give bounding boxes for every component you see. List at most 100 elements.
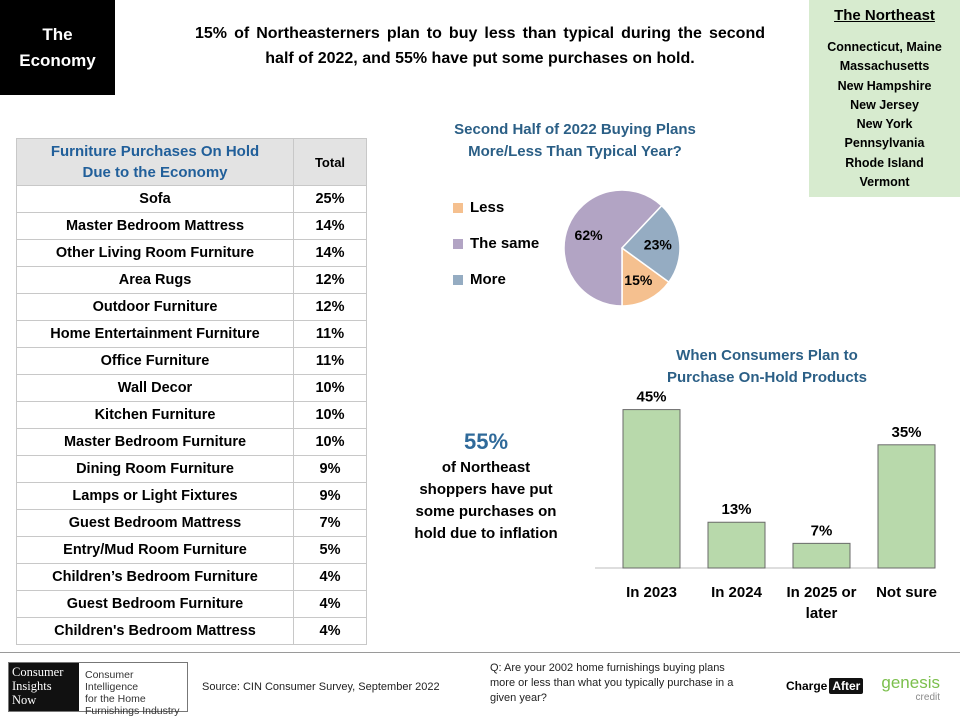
logo-tagline: Consumer Intelligence for the Home Furnish… (79, 663, 187, 717)
pie-slice-label: 15% (624, 272, 653, 288)
page-headline: 15% of Northeasterners plan to buy less … (195, 25, 765, 67)
furniture-on-hold-table: Furniture Purchases On Hold Due to the E… (16, 138, 367, 645)
table-header-item: Furniture Purchases On Hold Due to the E… (16, 138, 294, 186)
table-cell-total: 4% (293, 590, 367, 618)
pie-slice-the-same (563, 189, 663, 307)
table-cell-item: Guest Bedroom Mattress (16, 509, 294, 537)
table-cell-item: Master Bedroom Mattress (16, 212, 294, 240)
table-cell-item: Other Living Room Furniture (16, 239, 294, 267)
table-body: Sofa 25% Master Bedroom Mattress 14% Other L… (16, 185, 367, 645)
callout-percent: 55% (463, 429, 509, 454)
bar-value-label: 13% (721, 501, 751, 518)
table-row: Children’s Bedroom Furniture 4% (16, 563, 367, 591)
bar-category-label: In 2023 (626, 584, 677, 601)
table-cell-item: Dining Room Furniture (16, 455, 294, 483)
bar-chart: 45% In 2023 13% In 2024 7% In 2025 or later 35%… (595, 389, 937, 622)
table-cell-item: Children's Bedroom Mattress (16, 617, 294, 645)
table-cell-item: Wall Decor (16, 374, 294, 402)
source-note: Source: CIN Consumer Survey, September 2… (202, 681, 440, 693)
legend-label: The same (470, 235, 540, 252)
table-cell-total: 14% (293, 239, 367, 267)
bar-category-label: later (806, 605, 838, 622)
logo-wordmark: Consumer Insights Now (9, 663, 79, 711)
table-cell-item: Office Furniture (16, 347, 294, 375)
table-cell-total: 14% (293, 212, 367, 240)
callout-text: of Northeast shoppers have put some purcha… (398, 457, 574, 545)
table-cell-item: Outdoor Furniture (16, 293, 294, 321)
table-cell-total: 25% (293, 185, 367, 213)
table-row: Entry/Mud Room Furniture 5% (16, 536, 367, 564)
bar-title-line-1: When Consumers Plan to (676, 347, 858, 364)
table-row: Dining Room Furniture 9% (16, 455, 367, 483)
genesis-credit-logo: genesis credit (876, 673, 940, 705)
callout-line: some purchases on (415, 503, 557, 520)
pie-legend-item: Less (453, 199, 504, 216)
table-cell-total: 9% (293, 455, 367, 483)
chargeafter-logo-after: After (829, 678, 864, 694)
genesis-logo-sub: credit (915, 692, 940, 703)
badge-line-1: The (42, 24, 73, 44)
bar (792, 542, 851, 569)
bar-value-label: 35% (891, 424, 921, 441)
logo-tagline-line: Consumer Intelligence (85, 669, 139, 693)
table-cell-item: Entry/Mud Room Furniture (16, 536, 294, 564)
table-header-row: Furniture Purchases On Hold Due to the E… (16, 138, 367, 186)
table-cell-item: Guest Bedroom Furniture (16, 590, 294, 618)
pie-title-line-1: Second Half of 2022 Buying Plans (454, 121, 696, 138)
table-cell-total: 12% (293, 266, 367, 294)
region-state: Pennsylvania (844, 136, 925, 151)
survey-question: Q: Are your 2002 home furnishings buying… (490, 662, 734, 704)
region-state: Connecticut, Maine (827, 40, 942, 54)
legend-swatch (453, 274, 463, 285)
bar (877, 444, 936, 569)
region-title: The Northeast (834, 7, 935, 24)
logo-wordmark-line: Consumer (12, 665, 64, 679)
section-badge: The Economy (0, 0, 115, 95)
genesis-logo-text: genesis (881, 673, 940, 692)
bar-title-line-2: Purchase On-Hold Products (666, 369, 868, 386)
table-row: Office Furniture 11% (16, 347, 367, 375)
callout-line: hold due to inflation (414, 525, 558, 542)
pie-slice-label: 62% (575, 227, 604, 243)
region-state: Rhode Island (845, 155, 924, 170)
table-row: Lamps or Light Fixtures 9% (16, 482, 367, 510)
chargeafter-logo-charge: Charge (786, 679, 828, 693)
bar-category-label: In 2025 or (786, 584, 856, 601)
pie-legend-item: The same (453, 235, 539, 252)
table-cell-total: 10% (293, 401, 367, 429)
legend-label: More (470, 271, 506, 288)
logo-tagline-line: for the Home (85, 693, 146, 705)
inflation-callout: 55% of Northeast shoppers have put some pu… (398, 427, 574, 545)
table-header-item-line-2: Due to the Economy (82, 164, 228, 181)
pie-slice-more (620, 204, 681, 284)
table-cell-total: 10% (293, 428, 367, 456)
logo-wordmark-line: Insights (12, 679, 52, 693)
table-row: Sofa 25% (16, 185, 367, 213)
table-row: Children's Bedroom Mattress 4% (16, 617, 367, 645)
pie-legend-item: More (453, 271, 506, 288)
table-header-item-line-1: Furniture Purchases On Hold (50, 143, 260, 160)
bar-category-label: In 2024 (711, 584, 763, 601)
badge-line-2: Economy (19, 50, 96, 70)
callout-line: shoppers have put (419, 481, 553, 498)
table-row: Outdoor Furniture 12% (16, 293, 367, 321)
region-state: New York (856, 117, 913, 132)
logo-wordmark-line: Now (12, 693, 37, 707)
table-row: Other Living Room Furniture 14% (16, 239, 367, 267)
table-row: Master Bedroom Furniture 10% (16, 428, 367, 456)
legend-swatch (453, 238, 463, 249)
pie-slice-less (621, 246, 670, 307)
table-cell-total: 11% (293, 347, 367, 375)
table-cell-item: Kitchen Furniture (16, 401, 294, 429)
table-cell-total: 11% (293, 320, 367, 348)
logo-tagline-line: Furnishings Industry (85, 705, 180, 717)
table-row: Kitchen Furniture 10% (16, 401, 367, 429)
chargeafter-logo: Charge After (786, 678, 864, 694)
table-cell-item: Master Bedroom Furniture (16, 428, 294, 456)
table-cell-total: 4% (293, 563, 367, 591)
table-cell-item: Sofa (16, 185, 294, 213)
table-row: Home Entertainment Furniture 11% (16, 320, 367, 348)
cin-logo: Consumer Insights Now Consumer Intelligenc… (8, 662, 188, 717)
table-row: Guest Bedroom Furniture 4% (16, 590, 367, 618)
pie-title-line-2: More/Less Than Typical Year? (468, 143, 682, 160)
